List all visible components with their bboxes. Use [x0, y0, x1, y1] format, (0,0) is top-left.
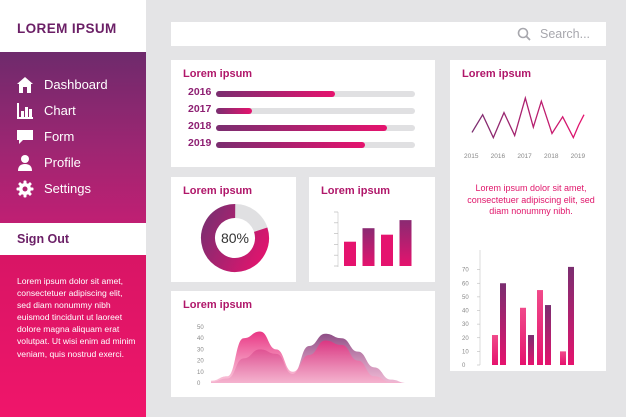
brand-header: LOREM IPSUM	[0, 0, 146, 52]
chart-icon	[17, 103, 33, 119]
progress-track	[216, 108, 415, 114]
y-tick-label: 30	[462, 322, 469, 328]
line-chart: 2015 2016 2017 2018 2019	[464, 95, 586, 160]
search-icon[interactable]	[516, 22, 532, 46]
progress-fill	[216, 142, 366, 148]
y-tick-label: 20	[197, 359, 204, 365]
card-description: Lorem ipsum dolor sit amet, consectetuer…	[467, 183, 595, 216]
sidebar-item-settings[interactable]: Settings	[0, 177, 146, 201]
x-tick-label: 2018	[544, 153, 559, 160]
y-tick-label: 0	[462, 363, 466, 369]
settings-icon	[16, 180, 34, 198]
line-bar-card: Lorem ipsum 2015 2016 2017 2018 2019 Lorem i…	[450, 60, 606, 371]
bar	[381, 234, 393, 266]
brand-logo-text: LOREM IPSUM	[17, 21, 117, 36]
year-label: 2019	[188, 137, 212, 149]
years-progress-card: Lorem ipsum 2016 2017 2018 2019	[171, 60, 435, 167]
sidebar-item-dashboard[interactable]: Dashboard	[0, 73, 146, 97]
year-label: 2016	[188, 86, 212, 98]
area-chart: 0 10 20 30 40 50	[197, 325, 407, 387]
sidebar-item-label: Profile	[44, 155, 81, 170]
bar-card: Lorem ipsum	[309, 177, 435, 282]
bar-series-1	[520, 307, 526, 365]
home-icon	[17, 77, 33, 93]
y-tick-label: 60	[462, 281, 469, 287]
bar-series-2	[528, 335, 534, 365]
area-series	[211, 331, 407, 383]
search-bar[interactable]: Search...	[171, 22, 606, 46]
y-tick-label: 10	[462, 349, 469, 355]
y-tick-label: 70	[462, 268, 469, 274]
y-tick-label: 0	[197, 381, 201, 387]
y-tick-label: 20	[462, 336, 469, 342]
card-title: Lorem ipsum	[183, 185, 253, 197]
progress-fill	[216, 125, 388, 131]
sidebar-nav: Dashboard Chart Form Profile	[0, 52, 146, 223]
card-title: Lorem ipsum	[321, 185, 391, 197]
y-tick-label: 40	[197, 336, 204, 342]
card-title: Lorem ipsum	[183, 299, 253, 311]
bar	[362, 228, 375, 266]
sidebar-item-profile[interactable]: Profile	[0, 151, 146, 175]
bar	[344, 241, 356, 266]
grouped-bar-chart: 0 10 20 30 40 50 60 70	[462, 250, 574, 369]
form-icon	[17, 130, 33, 144]
y-tick-label: 10	[197, 370, 204, 376]
search-input[interactable]: Search...	[540, 27, 591, 41]
bar-chart	[334, 211, 412, 267]
y-tick-label: 50	[462, 295, 469, 301]
sidebar-info-panel: Lorem ipsum dolor sit amet, consectetuer…	[0, 255, 146, 417]
sidebar-item-label: Dashboard	[44, 77, 108, 92]
x-tick-label: 2017	[517, 153, 532, 160]
progress-track	[216, 91, 415, 97]
sidebar-item-chart[interactable]: Chart	[0, 99, 146, 123]
bar-series-1	[537, 290, 543, 365]
x-tick-label: 2016	[491, 153, 506, 160]
progress-fill	[216, 108, 252, 114]
bar-series-2	[500, 283, 506, 365]
y-tick-label: 30	[197, 347, 204, 353]
sign-out-button[interactable]: Sign Out	[0, 223, 146, 255]
x-tick-label: 2019	[571, 153, 586, 160]
x-tick-label: 2015	[464, 153, 479, 160]
sidebar-item-form[interactable]: Form	[0, 125, 146, 149]
bar-series-2	[568, 266, 574, 365]
sidebar-description: Lorem ipsum dolor sit amet, consectetuer…	[17, 276, 136, 359]
progress-fill	[216, 91, 336, 97]
bar	[399, 220, 412, 266]
card-title: Lorem ipsum	[183, 68, 253, 80]
bar-series-1	[492, 335, 498, 365]
profile-icon	[18, 155, 32, 171]
donut-chart	[201, 204, 269, 272]
sign-out-label: Sign Out	[17, 232, 70, 246]
donut-card: Lorem ipsum 80%	[171, 177, 296, 282]
progress-track	[216, 125, 415, 131]
progress-track	[216, 142, 415, 148]
sidebar-item-label: Settings	[44, 181, 91, 196]
donut-percent-label: 80%	[220, 230, 250, 246]
card-title: Lorem ipsum	[462, 68, 532, 80]
year-label: 2017	[188, 103, 212, 115]
year-label: 2018	[188, 120, 212, 132]
y-tick-label: 50	[197, 325, 204, 331]
area-card: Lorem ipsum 0 10 20 30 40 50	[171, 291, 435, 397]
line-series	[471, 95, 585, 140]
donut-slice	[201, 204, 269, 272]
bar-series-2	[545, 305, 551, 365]
sidebar: LOREM IPSUM Dashboard Chart Form P	[0, 0, 146, 417]
bar-series-1	[560, 351, 566, 365]
sidebar-item-label: Form	[44, 129, 75, 144]
y-tick-label: 40	[462, 309, 469, 315]
sidebar-item-label: Chart	[44, 103, 76, 118]
